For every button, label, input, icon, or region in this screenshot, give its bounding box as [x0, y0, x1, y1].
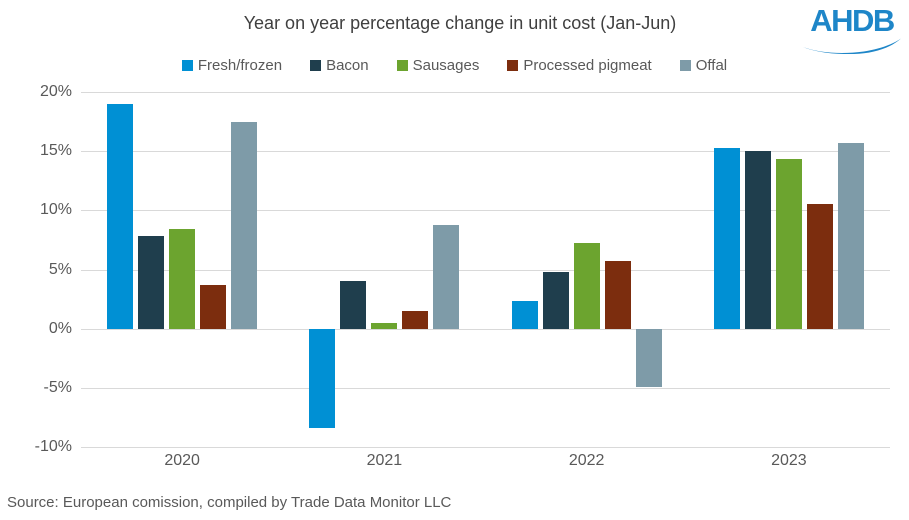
bar-sausages-2021 [371, 322, 397, 329]
chart-legend: Fresh/frozen Bacon Sausages Processed pigme… [0, 57, 909, 74]
y-tick-label: 5% [48, 260, 72, 278]
legend-item: Bacon [310, 57, 369, 74]
legend-marker-icon [679, 60, 691, 71]
gridline [81, 151, 890, 153]
bar-fresh-frozen-2021 [309, 328, 335, 429]
chart-title: Year on year percentage change in unit c… [243, 13, 677, 33]
x-tick-label: 2022 [568, 452, 605, 469]
bar-bacon-2021 [340, 281, 366, 329]
bar-processed-pigmeat-2022 [605, 261, 631, 329]
ahdb-logo-text: AHDB [810, 3, 895, 38]
legend-item: Offal [679, 57, 728, 74]
bar-offal-2021 [433, 224, 459, 329]
legend-item-label: Processed pigmeat [523, 57, 652, 74]
bar-processed-pigmeat-2021 [402, 310, 428, 329]
legend-item: Sausages [396, 57, 480, 74]
bar-bacon-2020 [138, 236, 164, 329]
legend-marker-icon [181, 60, 193, 71]
bar-fresh-frozen-2022 [512, 301, 538, 329]
bar-offal-2020 [231, 121, 257, 329]
legend-item-label: Offal [695, 57, 728, 74]
x-tick-label: 2023 [771, 452, 807, 469]
y-tick-label: 10% [39, 201, 72, 219]
y-tick-label: 0% [48, 319, 72, 337]
gridline [81, 269, 890, 271]
bar-processed-pigmeat-2023 [807, 204, 833, 329]
x-tick-label: 2020 [164, 452, 200, 469]
bar-bacon-2023 [745, 151, 771, 329]
y-tick-label: 15% [39, 142, 72, 160]
bar-bacon-2022 [543, 271, 569, 329]
legend-item: Fresh/frozen [181, 57, 283, 74]
ahdb-wave-icon [803, 38, 901, 54]
bar-offal-2022 [636, 328, 662, 387]
gridline [81, 447, 890, 448]
ahdb-logo: AHDB [803, 3, 901, 54]
legend-marker-icon [396, 60, 408, 71]
gridline [81, 328, 890, 330]
bar-sausages-2022 [574, 243, 600, 329]
legend-marker-icon [310, 60, 322, 71]
y-tick-label: -10% [34, 438, 72, 455]
legend-item-label: Bacon [326, 57, 369, 74]
plot-area [81, 92, 890, 448]
bar-sausages-2023 [776, 159, 802, 329]
bar-processed-pigmeat-2020 [200, 284, 226, 329]
y-tick-label: -5% [43, 378, 72, 396]
bar-fresh-frozen-2023 [714, 147, 740, 329]
gridline [81, 387, 890, 389]
legend-item-label: Sausages [412, 57, 480, 74]
bar-offal-2023 [838, 142, 864, 329]
gridline [81, 92, 890, 93]
bar-fresh-frozen-2020 [107, 103, 133, 329]
x-tick-label: 2021 [366, 452, 403, 469]
legend-item: Processed pigmeat [507, 57, 652, 74]
gridline [81, 210, 890, 212]
y-tick-label: 20% [39, 83, 72, 100]
legend-marker-icon [507, 60, 519, 71]
legend-item-label: Fresh/frozen [197, 57, 283, 74]
bar-sausages-2020 [169, 229, 195, 329]
source-note: Source: European comission, compiled by … [7, 494, 452, 511]
